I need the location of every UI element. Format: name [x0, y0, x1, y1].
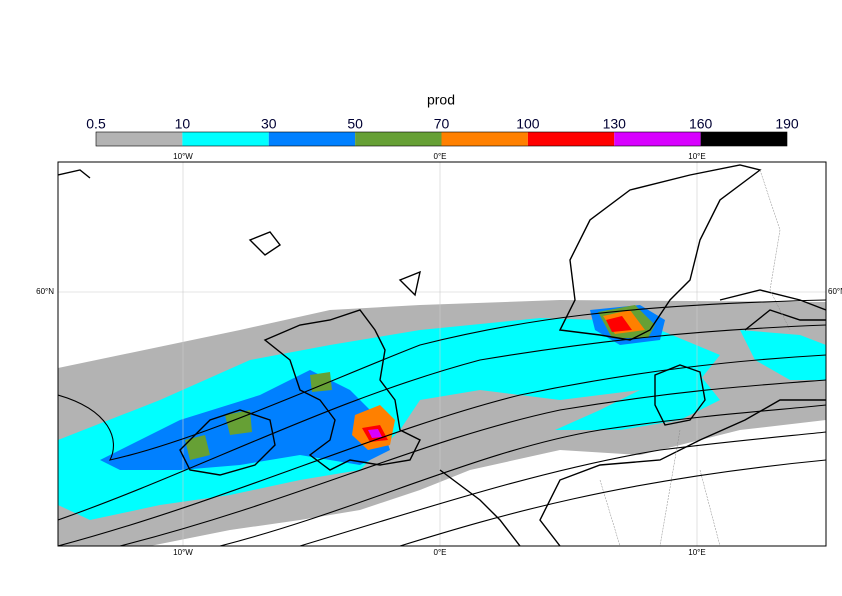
colorbar-label: 130	[603, 116, 627, 132]
colorbar-label: 50	[347, 116, 363, 132]
lon-label: 10°W	[173, 548, 193, 557]
isoline	[58, 354, 826, 546]
colorbar: 0.5 10 30 50 70 100 130 160 190	[86, 116, 799, 147]
colorbar-segment	[355, 132, 442, 146]
colorbar-label: 190	[775, 116, 799, 132]
green-field	[185, 372, 332, 460]
red-field	[606, 316, 632, 332]
colorbar-segment	[614, 132, 701, 146]
colorbar-label: 0.5	[86, 116, 106, 132]
coastline	[654, 364, 706, 426]
isoline	[399, 459, 826, 546]
colorbar-label: 10	[175, 116, 191, 132]
lat-label: 60°N	[828, 287, 842, 296]
map-area	[58, 162, 826, 546]
colorbar-segment	[182, 132, 269, 146]
isoline	[299, 431, 826, 546]
colorbar-frame	[95, 131, 788, 147]
colorbar-segment	[441, 132, 528, 146]
lon-label: 10°W	[173, 152, 193, 161]
coastline	[179, 409, 276, 476]
cyan-field	[555, 375, 720, 430]
colorbar-segment	[700, 132, 787, 146]
lon-label: 0°E	[434, 548, 447, 557]
isoline	[58, 299, 826, 461]
colorbar-segment	[527, 132, 615, 146]
coastline	[263, 309, 421, 471]
coastline	[58, 169, 421, 297]
isoline	[219, 404, 826, 546]
isoline	[119, 379, 826, 546]
lon-label: 10°E	[688, 152, 705, 161]
colorbar-label: 100	[516, 116, 540, 132]
border	[599, 169, 791, 546]
lon-label: 10°E	[688, 548, 705, 557]
colorbar-label: 70	[434, 116, 450, 132]
lon-label: 0°E	[434, 152, 447, 161]
isoline	[58, 324, 826, 521]
lat-label: 60°N	[36, 287, 54, 296]
cyan-field	[740, 330, 826, 380]
magenta-field	[368, 429, 382, 438]
colorbar-label: 160	[689, 116, 713, 132]
colorbar-segment	[96, 132, 183, 146]
map-frame	[57, 161, 827, 547]
coastline	[439, 289, 826, 546]
coastline	[558, 164, 762, 341]
colorbar-title: prod	[427, 92, 455, 108]
colorbar-label: 30	[261, 116, 277, 132]
colorbar-segment	[268, 132, 356, 146]
